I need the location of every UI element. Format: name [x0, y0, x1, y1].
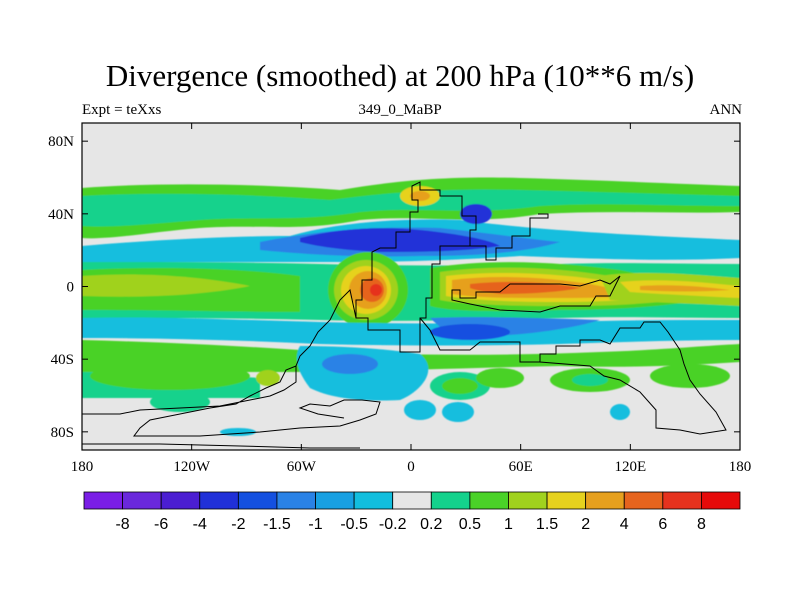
colorbar-swatch — [353, 491, 394, 510]
y-tick-label: 80S — [51, 425, 74, 441]
colorbar-level-label: 6 — [658, 516, 667, 533]
colorbar-level-label: -8 — [115, 516, 129, 533]
coast-africa-europe — [355, 181, 477, 353]
colorbar-swatch — [623, 491, 664, 510]
pacific-core-3 — [640, 285, 730, 292]
tropical-band-yellow-west — [82, 274, 250, 297]
coastlines — [82, 181, 727, 449]
colorbar-swatch — [469, 491, 509, 510]
eq-south-blue-3 — [430, 324, 510, 340]
colorbar-swatch — [122, 491, 162, 510]
x-tick-label: 0 — [407, 459, 415, 475]
colorbar-level-label: -4 — [193, 516, 207, 533]
sh-yellow-blob — [256, 370, 280, 386]
s-blob-2 — [442, 378, 478, 394]
y-tick-label: 80N — [48, 134, 74, 150]
run-label: 349_0_MaBP — [358, 102, 442, 118]
coast-s-america — [419, 317, 540, 363]
colorbar-level-label: -6 — [154, 516, 168, 533]
colorbar-swatch — [276, 491, 316, 510]
colorbar-level-label: 8 — [697, 516, 706, 533]
s-blob-6 — [650, 364, 730, 388]
atlantic-core-6 — [370, 284, 382, 296]
s-blob-8 — [442, 402, 474, 422]
colorbar-swatch — [430, 491, 471, 510]
colorbar-level-label: -1.5 — [263, 516, 291, 533]
colorbar-level-label: 1 — [504, 516, 513, 533]
colorbar-swatch — [662, 491, 702, 510]
colorbar-swatch — [199, 491, 239, 510]
colorbar-swatch — [160, 491, 201, 510]
x-tick-label: 180 — [71, 459, 94, 475]
colorbar-level-label: 2 — [581, 516, 590, 533]
s-atlantic-neg-2 — [322, 354, 378, 374]
sh-green-blob — [90, 362, 250, 390]
indian-core-5 — [470, 281, 580, 294]
s-blob-9 — [610, 404, 630, 420]
colorbar-swatch — [83, 491, 123, 510]
colorbar-level-label: 4 — [620, 516, 629, 533]
subtropical-neg-deepest — [460, 204, 492, 224]
colorbar-swatch — [315, 491, 355, 510]
coast-s-america-south — [295, 288, 357, 367]
colorbar-swatch — [237, 491, 278, 510]
colorbar: -8 -6 -4 -2 -1.5 -1 -0.5 -0.2 0.2 0.5 1 1.5 2 4 6 8 — [83, 491, 741, 533]
colorbar-level-label: -0.5 — [340, 516, 368, 533]
axes: 180 120W 60W 0 60E 120E 180 80N 40N 0 40S 80S — [48, 123, 751, 475]
x-tick-label: 180 — [729, 459, 752, 475]
experiment-label: Expt = teXxs — [82, 102, 162, 118]
colorbar-swatch — [392, 491, 432, 510]
s-blob-5 — [572, 374, 608, 386]
chart-title: Divergence (smoothed) at 200 hPa (10**6 … — [105, 58, 695, 93]
colorbar-level-label: -2 — [231, 516, 245, 533]
y-tick-label: 40S — [51, 352, 74, 368]
x-tick-label: 60E — [509, 459, 533, 475]
colorbar-swatch — [508, 491, 548, 510]
x-tick-label: 60W — [287, 459, 317, 475]
colorbar-level-label: 0.5 — [459, 516, 481, 533]
s-blob-7 — [404, 400, 436, 420]
colorbar-swatch — [585, 491, 625, 510]
nh-band-teal — [82, 189, 740, 227]
colorbar-level-label: -1 — [308, 516, 322, 533]
colorbar-swatch — [546, 491, 587, 510]
coast-australia — [539, 321, 727, 435]
y-tick-label: 0 — [67, 280, 75, 296]
y-tick-label: 40N — [48, 207, 74, 223]
coast-asia — [451, 213, 621, 313]
colorbar-swatch — [701, 491, 741, 510]
x-tick-label: 120E — [614, 459, 646, 475]
nh-band-core-inner — [410, 191, 430, 201]
s-blob-3 — [476, 368, 524, 388]
colorbar-level-label: 1.5 — [536, 516, 558, 533]
colorbar-level-label: 0.2 — [420, 516, 442, 533]
season-label: ANN — [709, 102, 743, 118]
coast-antarctic-west — [82, 365, 381, 437]
x-tick-label: 120W — [173, 459, 211, 475]
colorbar-level-label: -0.2 — [379, 516, 407, 533]
coast-antarctic-lower — [82, 443, 360, 449]
